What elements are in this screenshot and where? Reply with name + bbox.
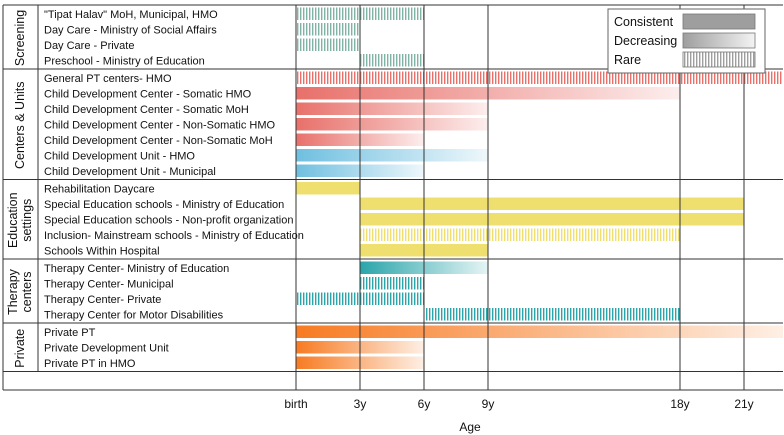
bar-special-education-schools-non-profit-organization <box>360 213 744 226</box>
bar-special-education-schools-ministry-of-education <box>360 198 744 211</box>
legend-swatch-rare <box>683 52 755 67</box>
x-tick-label-3y: 3y <box>354 397 367 411</box>
bar-child-development-center-non-somatic-hmo <box>296 118 488 131</box>
row-label-schools-within-hospital: Schools Within Hospital <box>44 245 160 257</box>
bar-private-pt <box>296 326 783 339</box>
bar-child-development-unit-hmo <box>296 149 488 162</box>
row-label-therapy-center-ministry-of-education: Therapy Center- Ministry of Education <box>44 263 229 275</box>
row-label-day-care-ministry-of-social-affairs: Day Care - Ministry of Social Affairs <box>44 24 217 36</box>
x-tick-label-6y: 6y <box>418 397 431 411</box>
service-timeline-chart: "Tipat Halav" MoH, Municipal, HMO Day Car… <box>0 0 784 435</box>
row-label-special-education-schools-non-profit-organization: Special Education schools - Non-profit o… <box>44 214 293 226</box>
row-label-child-development-center-non-somatic-moh: Child Development Center - Non-Somatic M… <box>44 135 273 147</box>
x-tick-label-birth: birth <box>284 397 307 411</box>
row-label-special-education-schools-ministry-of-education: Special Education schools - Ministry of … <box>44 199 284 211</box>
row-label-rehabilitation-daycare: Rehabilitation Daycare <box>44 183 155 195</box>
row-label-therapy-center-municipal: Therapy Center- Municipal <box>44 278 174 290</box>
bar-therapy-center-municipal <box>360 277 424 290</box>
row-label-general-pt-centers-hmo: General PT centers- HMO <box>44 73 172 85</box>
row-label-private-pt: Private PT <box>44 327 96 339</box>
row-label-day-care-private: Day Care - Private <box>44 40 134 52</box>
bar-rehabilitation-daycare <box>296 182 360 195</box>
bar-inclusion-mainstream-schools-ministry-of-education <box>360 229 680 242</box>
bar-day-care-ministry-of-social-affairs <box>296 23 360 36</box>
bar-therapy-center-for-motor-disabilities <box>424 308 680 321</box>
row-label-child-development-center-non-somatic-hmo: Child Development Center - Non-Somatic H… <box>44 119 276 131</box>
group-label-screening: Screening <box>13 10 27 66</box>
group-label-therapy-centers: Therapycenters <box>6 268 34 315</box>
x-tick-label-21y: 21y <box>734 397 753 411</box>
legend-label-rare: Rare <box>614 53 641 67</box>
row-label-tipat-halav-moh-municipal-hmo: "Tipat Halav" MoH, Municipal, HMO <box>44 9 218 21</box>
row-label-child-development-unit-municipal: Child Development Unit - Municipal <box>44 166 216 178</box>
bar-preschool-ministry-of-education <box>360 54 424 67</box>
bar-day-care-private <box>296 39 360 52</box>
x-tick-label-9y: 9y <box>482 397 495 411</box>
group-label-centers-units: Centers & Units <box>13 81 27 169</box>
legend-swatch-decreasing <box>683 33 755 48</box>
row-label-therapy-center-for-motor-disabilities: Therapy Center for Motor Disabilities <box>44 309 224 321</box>
row-label-child-development-center-somatic-hmo: Child Development Center - Somatic HMO <box>44 88 252 100</box>
row-label-private-development-unit: Private Development Unit <box>44 342 169 354</box>
legend-swatch-consistent <box>683 14 755 29</box>
x-axis-title: Age <box>459 420 481 434</box>
row-label-therapy-center-private: Therapy Center- Private <box>44 294 161 306</box>
row-label-inclusion-mainstream-schools-ministry-of-education: Inclusion- Mainstream schools - Ministry… <box>44 230 304 242</box>
group-label-education-settings: Educationsettings <box>6 192 34 248</box>
row-label-child-development-center-somatic-moh: Child Development Center - Somatic MoH <box>44 104 249 116</box>
row-label-child-development-unit-hmo: Child Development Unit - HMO <box>44 150 195 162</box>
x-tick-label-18y: 18y <box>670 397 689 411</box>
group-label-private: Private <box>13 329 27 368</box>
row-label-private-pt-in-hmo: Private PT in HMO <box>44 358 136 370</box>
legend-label-decreasing: Decreasing <box>614 34 677 48</box>
legend: Consistent Decreasing Rare <box>608 9 765 73</box>
row-label-preschool-ministry-of-education: Preschool - Ministry of Education <box>44 55 205 67</box>
bar-child-development-center-somatic-moh <box>296 103 488 116</box>
legend-label-consistent: Consistent <box>614 15 674 29</box>
